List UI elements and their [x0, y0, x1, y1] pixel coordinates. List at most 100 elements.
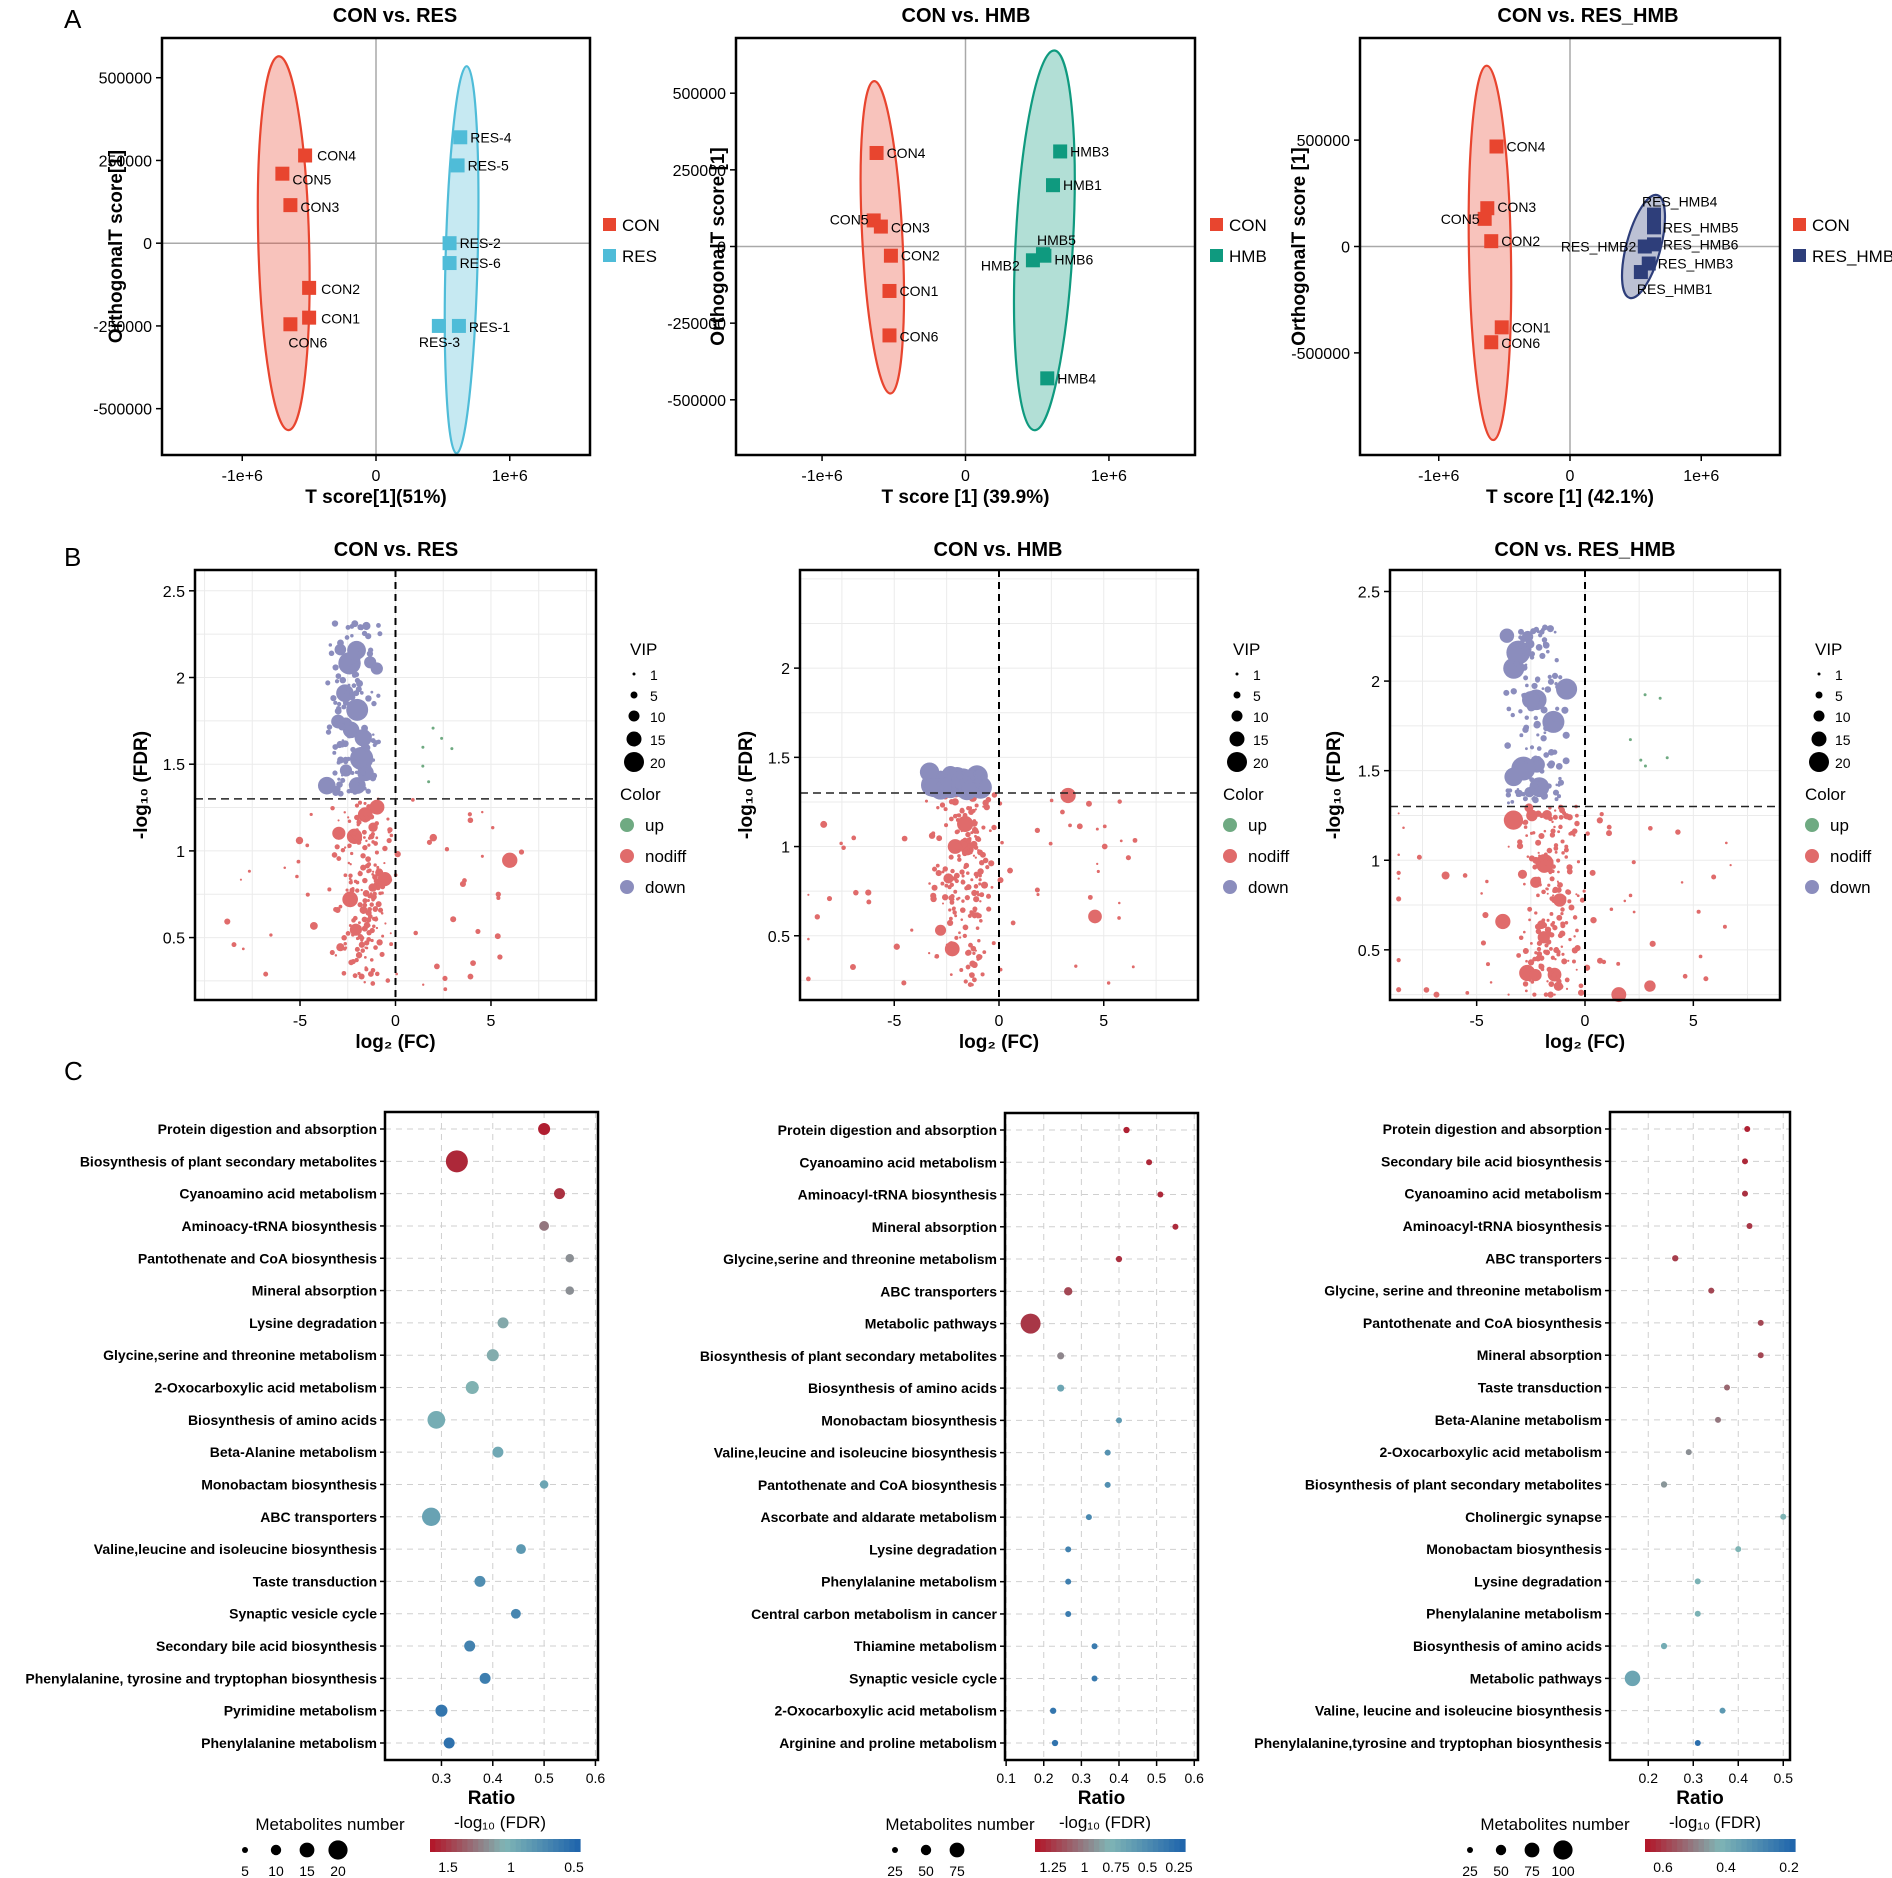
size-legend-key	[920, 1844, 932, 1856]
x-tick-label: 5	[1689, 1013, 1698, 1030]
pathway-label: Phenylalanine,tyrosine and tryptophan bi…	[1254, 1735, 1602, 1751]
x-tick-label: -1e+6	[801, 468, 842, 485]
metabolite-point-down	[1562, 731, 1570, 739]
pathway-label: Phenylalanine metabolism	[1426, 1606, 1602, 1622]
size-legend-key	[1553, 1840, 1573, 1860]
metabolite-point-nodiff	[1396, 987, 1402, 993]
color-legend-label: 1	[507, 1859, 515, 1875]
metabolite-point-nodiff	[480, 854, 484, 858]
metabolite-point-nodiff	[1548, 870, 1552, 875]
metabolite-point-down	[1552, 749, 1558, 755]
plot-frame	[1003, 1111, 1200, 1762]
plot-title: CON vs. RES_HMB	[1494, 539, 1675, 561]
sample-point-con1	[1494, 320, 1509, 335]
legend-label-con: CON	[622, 216, 660, 235]
pathway-bubble	[565, 1286, 575, 1295]
metabolite-point-down	[337, 790, 344, 797]
metabolite-point-nodiff	[986, 906, 992, 912]
sample-point-con6	[882, 328, 897, 343]
pathway-label: ABC transporters	[1485, 1250, 1602, 1266]
metabolite-point-down	[975, 778, 981, 784]
metabolite-point-down	[353, 654, 361, 662]
color-gradient-step	[1040, 1839, 1047, 1852]
metabolite-point-nodiff	[966, 871, 970, 875]
pathway-label: Glycine, serine and threonine metabolism	[1324, 1283, 1602, 1299]
metabolite-point-nodiff	[965, 884, 972, 891]
metabolite-point-nodiff	[386, 837, 392, 844]
metabolite-point-nodiff	[363, 955, 367, 959]
metabolite-point-nodiff	[247, 869, 251, 873]
metabolite-point-nodiff	[1611, 987, 1627, 1003]
metabolite-point-nodiff	[982, 950, 987, 955]
vip-legend-key	[1227, 752, 1247, 772]
vip-legend-key	[630, 691, 638, 699]
metabolite-point-nodiff	[971, 977, 977, 983]
pathway-bubble	[1715, 1416, 1721, 1423]
metabolite-point-nodiff	[348, 959, 354, 966]
metabolite-point-nodiff	[1132, 837, 1138, 843]
sample-label-con5: CON5	[830, 211, 869, 227]
x-tick-label: 0.2	[1639, 1770, 1659, 1786]
size-legend-key	[1495, 1844, 1507, 1856]
metabolite-point-nodiff	[1532, 864, 1538, 870]
pathway-label: Central carbon metabolism in cancer	[751, 1606, 997, 1622]
metabolite-point-down	[1557, 794, 1562, 799]
metabolite-point-nodiff	[950, 868, 955, 874]
metabolite-point-down	[350, 633, 354, 638]
pathway-bubble	[1744, 1126, 1751, 1132]
metabolite-point-nodiff	[366, 929, 372, 936]
sample-label-hmb1: HMB1	[1063, 177, 1102, 193]
metabolite-point-nodiff	[1088, 909, 1102, 924]
color-legend-key-up	[620, 818, 634, 832]
color-legend-label: 0.25	[1165, 1859, 1192, 1875]
metabolite-point-nodiff	[954, 829, 960, 835]
size-legend-key	[1524, 1842, 1540, 1858]
metabolite-point-nodiff	[949, 882, 954, 888]
metabolite-point-nodiff	[331, 852, 338, 858]
color-gradient-step	[1093, 1839, 1100, 1852]
metabolite-point-down	[1535, 721, 1541, 727]
color-gradient-step	[1661, 1839, 1668, 1852]
x-axis-title: log₂ (FC)	[355, 1032, 435, 1053]
metabolite-point-nodiff	[1553, 893, 1567, 907]
metabolite-point-nodiff	[961, 874, 965, 878]
metabolite-point-nodiff	[384, 922, 387, 925]
color-gradient-step	[1714, 1839, 1721, 1852]
metabolite-point-up	[1643, 764, 1647, 768]
metabolite-point-nodiff	[355, 951, 363, 959]
metabolite-point-nodiff	[1568, 937, 1572, 942]
size-legend-key	[242, 1847, 248, 1853]
metabolite-point-down	[377, 631, 383, 637]
pathway-bubble	[1115, 1417, 1122, 1424]
metabolite-point-nodiff	[980, 972, 985, 977]
color-gradient-step	[1725, 1839, 1732, 1852]
metabolite-point-nodiff	[481, 810, 484, 814]
metabolite-point-down	[370, 662, 383, 675]
metabolite-point-nodiff	[495, 891, 501, 897]
metabolite-point-nodiff	[370, 938, 374, 943]
metabolite-point-nodiff	[988, 829, 992, 833]
color-gradient-step	[478, 1839, 485, 1852]
metabolite-point-nodiff	[350, 879, 353, 882]
metabolite-point-nodiff	[1597, 957, 1604, 964]
pathway-bubble	[1085, 1514, 1092, 1521]
metabolite-point-nodiff	[1060, 809, 1065, 815]
metabolite-point-nodiff	[1575, 928, 1579, 933]
metabolite-point-nodiff	[357, 925, 362, 930]
pathway-label: Lysine degradation	[1474, 1573, 1602, 1589]
size-legend-label: 10	[268, 1863, 284, 1878]
pathway-label: Taste transduction	[253, 1573, 377, 1589]
pathway-bubble	[516, 1544, 526, 1555]
metabolite-point-down	[341, 704, 347, 710]
panel-letter-C: C	[64, 1056, 83, 1086]
color-gradient-step	[1650, 1839, 1657, 1852]
size-legend-title: Metabolites number	[1480, 1815, 1630, 1834]
color-gradient-step	[1142, 1839, 1149, 1852]
vip-legend-label: 15	[1253, 732, 1269, 748]
metabolite-point-nodiff	[1569, 830, 1575, 836]
size-legend-key	[270, 1844, 282, 1856]
color-legend-label-nodiff: nodiff	[645, 847, 687, 866]
pathway-label: 2-Oxocarboxylic acid metabolism	[1379, 1444, 1602, 1460]
legend-key-hmb	[1210, 249, 1223, 262]
pathway-bubble	[443, 1737, 455, 1749]
